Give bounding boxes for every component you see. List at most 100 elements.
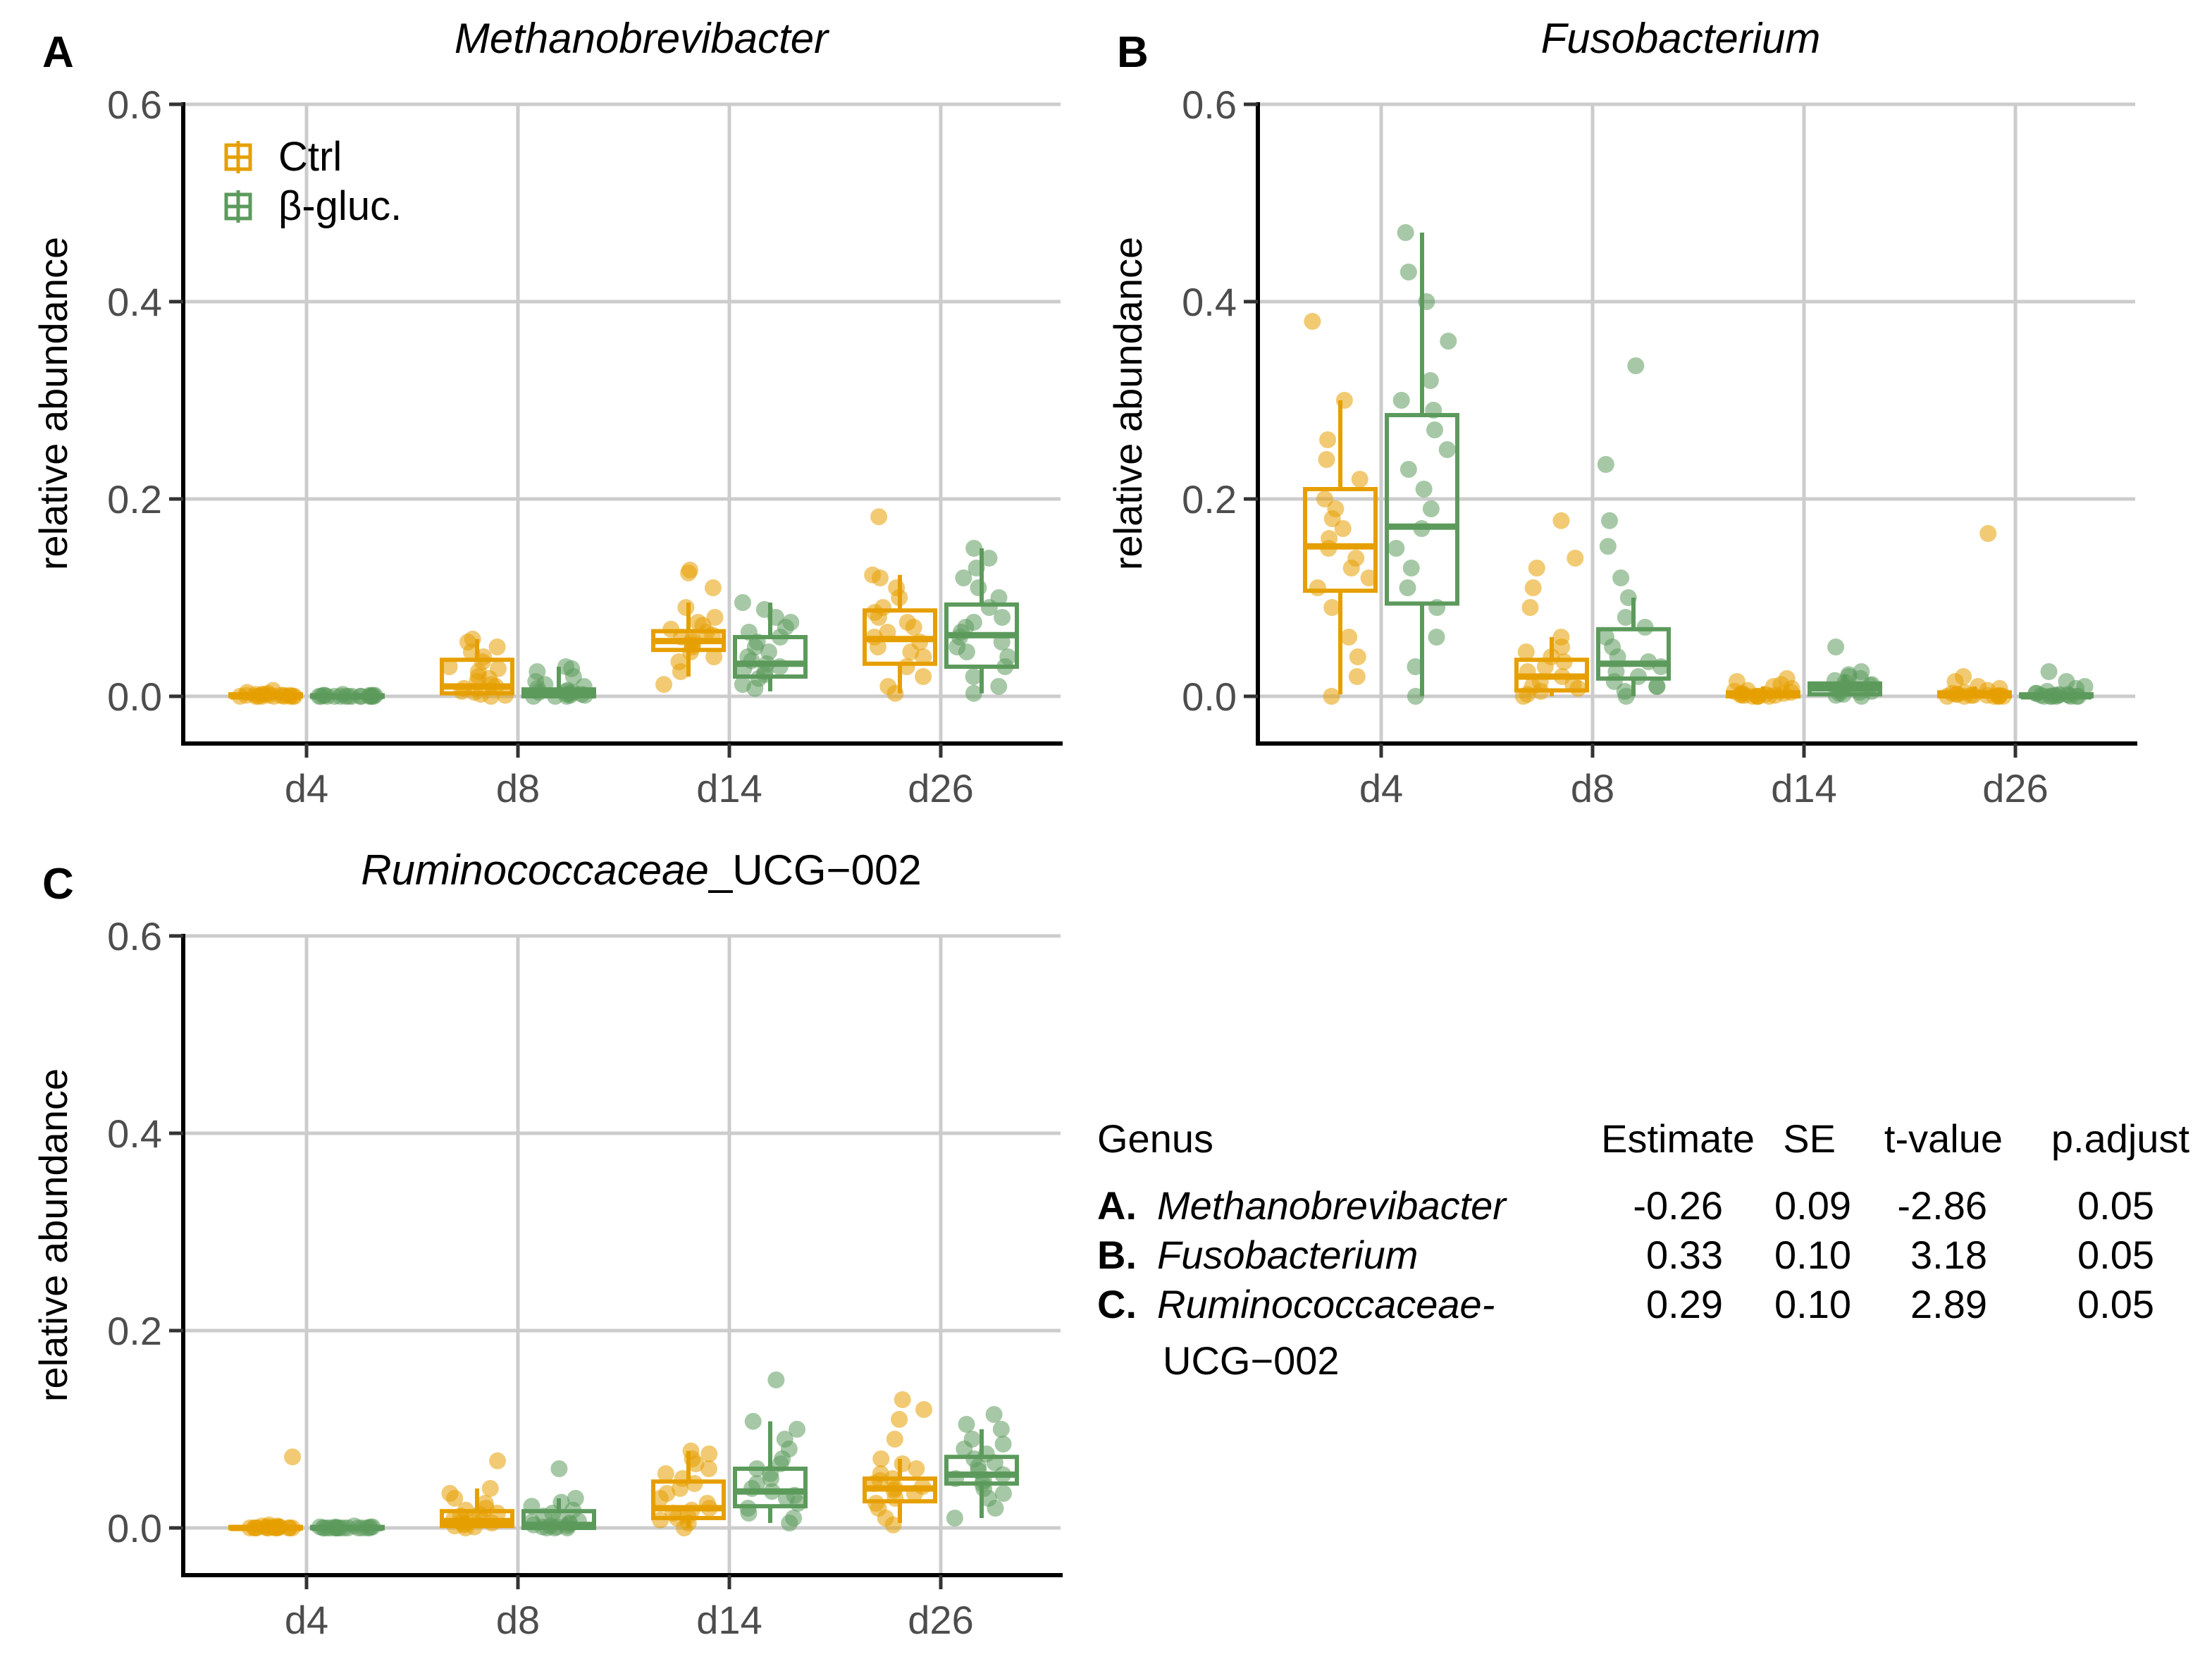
data-point — [872, 1465, 889, 1482]
box-d4-ctrl — [1303, 313, 1378, 705]
data-point — [319, 688, 336, 705]
data-point — [999, 648, 1017, 665]
x-tick-label-d26: d26 — [908, 766, 973, 810]
data-point — [760, 643, 777, 660]
data-point — [1629, 668, 1647, 685]
data-point — [908, 1460, 925, 1477]
data-point — [963, 1431, 981, 1448]
data-point — [1318, 451, 1335, 468]
data-point — [888, 579, 906, 596]
box-d4-ctrl — [228, 1448, 303, 1536]
data-point — [1422, 500, 1440, 517]
data-point — [445, 1510, 463, 1528]
data-point — [523, 1498, 540, 1515]
data-point — [1827, 639, 1845, 655]
data-point — [319, 1519, 336, 1536]
data-point — [734, 676, 751, 693]
data-point — [946, 1510, 963, 1527]
data-point — [990, 589, 1008, 606]
data-point — [1840, 666, 1858, 684]
panel-b-title: Fusobacterium — [1541, 15, 1821, 62]
data-point — [657, 1465, 674, 1482]
x-tick-label-d4: d4 — [285, 766, 328, 810]
data-point — [965, 540, 983, 557]
box-d14-ctrl — [1726, 670, 1800, 705]
series-bgluc — [310, 1371, 1019, 1536]
data-point — [898, 658, 915, 675]
x-tick-label-d8: d8 — [1571, 766, 1614, 810]
data-point — [1853, 663, 1870, 680]
data-point — [990, 678, 1008, 695]
legend-label-ctrl: Ctrl — [278, 134, 342, 180]
data-point — [886, 1431, 903, 1448]
table-row-genus: Methanobrevibacter — [1157, 1183, 1507, 1228]
data-point — [1862, 677, 1879, 694]
data-point — [272, 686, 290, 704]
data-point — [1519, 663, 1536, 680]
data-point — [864, 566, 882, 584]
panel-letter-c: C — [42, 860, 74, 908]
data-point — [744, 1412, 762, 1430]
box-d26-bgluc — [944, 1406, 1019, 1527]
data-point — [1399, 579, 1416, 596]
data-point — [1648, 678, 1666, 695]
box-d14-ctrl — [651, 1442, 726, 1536]
data-point — [1524, 579, 1542, 596]
data-point — [245, 1519, 263, 1536]
data-point — [441, 1485, 459, 1502]
data-point — [1309, 579, 1326, 596]
table-row-padjust: 0.05 — [2077, 1183, 2154, 1228]
y-axis-label: relative abundance — [31, 1068, 75, 1402]
data-point — [915, 668, 932, 685]
data-point — [1836, 679, 1853, 696]
data-point — [1397, 224, 1414, 241]
data-point — [564, 684, 582, 701]
data-point — [875, 599, 892, 616]
data-point — [970, 579, 987, 596]
data-point — [1400, 461, 1417, 478]
data-point — [1323, 599, 1341, 616]
data-point — [1351, 471, 1368, 488]
data-point — [1517, 643, 1535, 660]
data-point — [755, 600, 773, 618]
data-point — [488, 639, 506, 655]
y-tick-label: 0.2 — [1182, 477, 1237, 522]
data-point — [700, 1460, 717, 1477]
panel-c-plot: 0.0 0.2 0.4 0.6 d4 d8 d14 d26 relative abundance — [31, 914, 1063, 1642]
data-point — [1597, 629, 1614, 646]
data-point — [681, 561, 699, 579]
panel-c: C Ruminococcaceae_UCG−002 0.0 0.2 0.4 0.6 d4… — [31, 846, 1063, 1642]
data-point — [1304, 313, 1321, 330]
table-row: B. Fusobacterium 0.33 0.10 3.18 0.05 — [1097, 1233, 2154, 1277]
data-point — [1567, 550, 1584, 567]
panel-a-title: Methanobrevibacter — [455, 15, 829, 62]
panel-a-plot: 0.0 0.2 0.4 0.6 d4 d8 d14 d26 relative abundance — [31, 82, 1063, 810]
data-point — [748, 1460, 766, 1477]
data-point — [1400, 264, 1417, 280]
data-point — [483, 1515, 501, 1531]
data-point — [1955, 668, 1972, 685]
x-tick-label-d14: d14 — [1771, 766, 1836, 810]
panel-letter-a: A — [42, 28, 74, 77]
data-point — [525, 688, 543, 705]
data-point — [894, 1391, 911, 1408]
data-point — [496, 686, 514, 704]
series-bgluc — [310, 540, 1019, 705]
data-point — [662, 620, 680, 638]
data-point — [670, 653, 688, 670]
y-tick-label: 0.4 — [107, 1111, 162, 1156]
data-point — [898, 614, 916, 631]
table-row-se: 0.10 — [1774, 1233, 1851, 1277]
data-point — [955, 569, 972, 586]
box-d4-ctrl — [228, 682, 303, 705]
data-point — [994, 1485, 1012, 1502]
data-point — [947, 1470, 965, 1487]
data-point — [1985, 688, 2003, 705]
data-point — [911, 634, 929, 650]
table-row-estimate: 0.29 — [1646, 1282, 1723, 1326]
data-point — [489, 660, 507, 677]
box-d14-bgluc — [733, 594, 808, 697]
data-point — [1392, 392, 1410, 409]
panel-c-title: Ruminococcaceae_UCG−002 — [361, 846, 921, 894]
table-row: A. Methanobrevibacter -0.26 0.09 -2.86 0… — [1097, 1183, 2154, 1228]
